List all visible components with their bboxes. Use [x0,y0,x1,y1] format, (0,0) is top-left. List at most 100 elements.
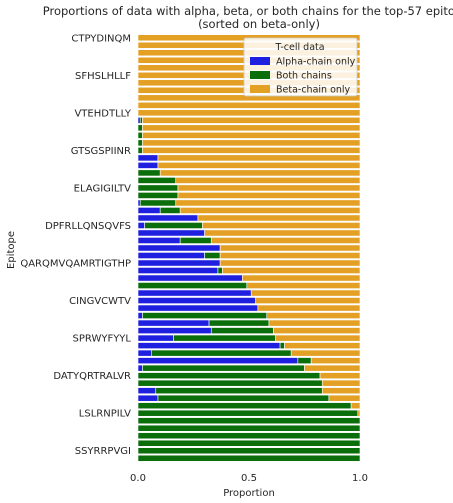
y-tick-label-0: CTPYDINQM [71,33,131,44]
legend-swatch-1 [250,71,270,79]
bar-segment-both-14 [137,139,143,147]
y-tick-label-5: DPFRLLQNSQVFS [45,221,131,232]
bar-segment-alpha-11 [137,116,141,124]
bar-segment-both-54 [137,439,361,447]
bar-segment-alpha-41 [137,342,281,350]
bar-segment-beta-40 [275,334,361,342]
bar-segment-beta-33 [246,282,361,289]
bar-segment-both-40 [173,334,276,342]
bar-segment-both-22 [139,199,177,207]
bar-segment-alpha-22 [137,199,141,207]
legend: T-cell data Alpha-chain only Both chains B… [243,37,358,97]
bar-segment-both-12 [137,124,143,132]
bar-segment-beta-26 [204,229,361,237]
y-tick-label-2: VTEHDTLLY [74,108,131,119]
y-tick-label-7: CINGVCWTV [69,296,131,307]
legend-entry-2: Beta-chain only [276,85,351,96]
bar-segment-both-42 [151,349,292,357]
bar-segment-alpha-17 [137,162,159,169]
bar-segment-both-25 [144,222,203,229]
bar-segment-beta-45 [319,372,361,380]
bar-segment-alpha-30 [137,259,221,267]
bar-segment-beta-15 [142,147,361,154]
legend-swatch-2 [250,85,270,93]
bar-segment-beta-38 [268,319,361,327]
chart-title: Proportions of data with alpha, beta, or… [43,4,453,18]
bar-segment-both-46 [137,379,323,387]
bar-segment-beta-37 [266,312,361,319]
bar-segment-beta-30 [219,259,361,267]
bar-segment-both-56 [137,454,361,462]
x-tick-label-1: 0.5 [241,473,257,484]
bar-segment-alpha-27 [137,237,181,244]
bars-layer [137,34,361,462]
bar-segment-both-48 [157,394,330,402]
bar-segment-both-43 [297,357,312,365]
bar-segment-both-37 [142,312,268,319]
bar-segment-alpha-44 [137,364,143,372]
y-tick-label-8: SPRWYFYYL [73,334,132,345]
bar-segment-alpha-37 [137,312,143,319]
legend-frame [243,37,358,97]
bar-segment-beta-19 [175,177,361,184]
bar-segment-both-49 [137,402,352,410]
bar-segment-both-47 [155,387,323,395]
bar-segment-both-50 [137,409,359,417]
bar-segment-beta-21 [177,192,361,199]
bar-segment-alpha-34 [137,289,252,297]
bar-segment-alpha-36 [137,304,259,312]
bar-segment-both-19 [137,177,177,184]
y-tick-label-10: LSLRNPILV [79,409,131,420]
x-axis-label: Proportion [223,488,275,499]
x-tick-labels: 0.0 0.5 1.0 [130,473,368,484]
bar-segment-beta-18 [159,169,361,177]
bar-segment-beta-17 [157,162,361,169]
bar-segment-beta-34 [250,289,361,297]
bar-segment-both-41 [279,342,285,350]
bar-segment-both-23 [159,207,181,214]
bar-segment-alpha-28 [137,244,221,252]
bar-segment-beta-47 [321,387,361,395]
bar-segment-alpha-26 [137,229,205,237]
bar-segment-alpha-40 [137,334,174,342]
bar-segment-alpha-23 [137,207,161,214]
bar-segment-beta-14 [142,139,361,147]
bar-segment-beta-35 [255,297,361,304]
bar-segment-both-31 [217,267,223,274]
bar-segment-beta-23 [179,207,361,214]
bar-segment-beta-29 [219,252,361,259]
bar-segment-both-27 [179,237,212,244]
bar-segment-alpha-42 [137,349,152,357]
bar-segment-alpha-25 [137,222,145,229]
bar-segment-beta-10 [137,109,361,117]
bar-segment-alpha-43 [137,357,299,365]
bar-segment-beta-12 [142,124,361,132]
bar-segment-beta-39 [273,327,361,334]
bar-segment-both-53 [137,432,361,440]
bar-segment-both-18 [137,169,161,177]
bar-segment-beta-41 [284,342,361,350]
bar-segment-beta-9 [137,101,361,109]
bar-segment-both-13 [137,131,143,139]
bar-segment-both-51 [137,417,361,425]
bar-segment-alpha-31 [137,267,219,274]
bar-segment-beta-43 [310,357,361,365]
legend-entry-1: Both chains [276,71,332,82]
bar-segment-beta-48 [328,394,361,402]
bar-segment-alpha-47 [137,387,157,395]
bar-segment-both-38 [208,319,270,327]
bar-segment-both-11 [139,116,143,124]
legend-entry-0: Alpha-chain only [276,57,356,68]
bar-segment-both-52 [137,424,361,432]
y-tick-label-1: SFHSLHLLF [75,71,131,82]
bar-segment-alpha-32 [137,274,243,282]
bar-segment-beta-32 [242,274,361,282]
bar-segment-both-45 [137,372,321,380]
bar-segment-both-20 [137,184,179,192]
bar-segment-alpha-48 [137,394,159,402]
legend-title: T-cell data [274,42,324,53]
y-tick-label-6: QARQMVQAMRTIGTHP [20,259,131,270]
bar-segment-both-15 [137,147,143,154]
x-tick-label-2: 1.0 [352,473,368,484]
bar-segment-beta-36 [257,304,361,312]
